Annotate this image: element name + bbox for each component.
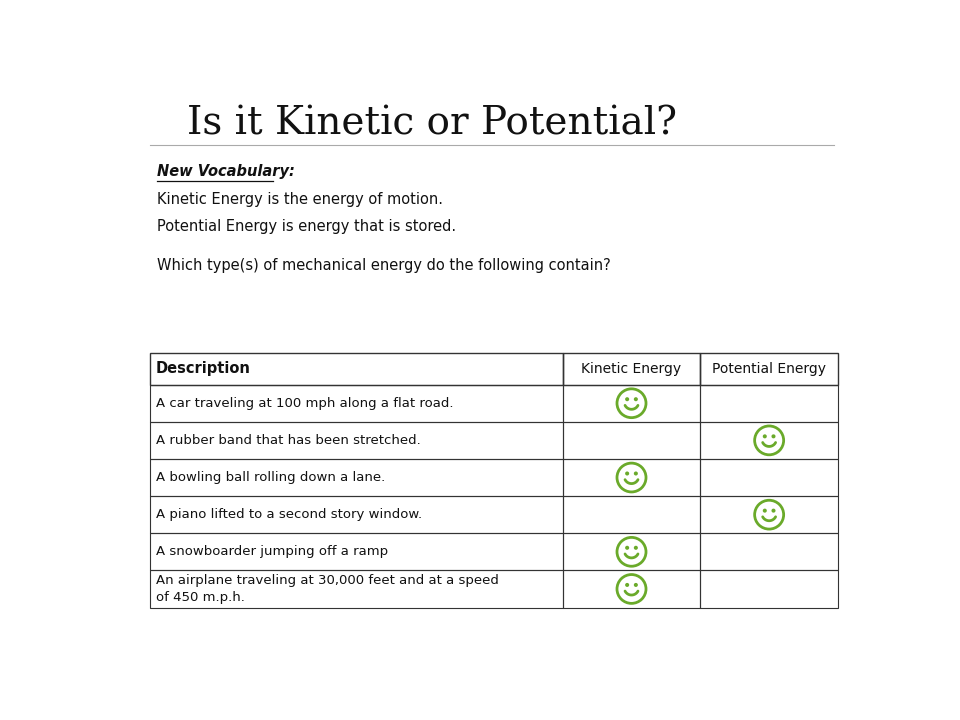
Bar	[563, 384, 701, 422]
Bar	[150, 384, 563, 422]
Bar	[563, 570, 701, 608]
Bar	[563, 534, 701, 570]
Bar	[563, 353, 701, 384]
Bar	[701, 534, 838, 570]
Ellipse shape	[625, 397, 629, 401]
Bar	[701, 353, 838, 384]
Ellipse shape	[772, 434, 776, 438]
Bar	[563, 422, 701, 459]
Bar	[150, 496, 563, 534]
Text: Is it Kinetic or Potential?: Is it Kinetic or Potential?	[187, 106, 678, 143]
Text: Kinetic Energy: Kinetic Energy	[582, 361, 682, 376]
Text: A car traveling at 100 mph along a flat road.: A car traveling at 100 mph along a flat …	[156, 397, 453, 410]
Text: A piano lifted to a second story window.: A piano lifted to a second story window.	[156, 508, 421, 521]
Ellipse shape	[772, 508, 776, 513]
Ellipse shape	[625, 546, 629, 550]
Text: A bowling ball rolling down a lane.: A bowling ball rolling down a lane.	[156, 471, 385, 484]
Bar	[150, 459, 563, 496]
Ellipse shape	[763, 508, 767, 513]
Ellipse shape	[634, 583, 637, 587]
Text: Description: Description	[156, 361, 251, 376]
Ellipse shape	[634, 397, 637, 401]
Ellipse shape	[634, 546, 637, 550]
Text: New Vocabulary:: New Vocabulary:	[157, 164, 295, 179]
Ellipse shape	[625, 472, 629, 475]
Text: A rubber band that has been stretched.: A rubber band that has been stretched.	[156, 434, 420, 447]
Ellipse shape	[634, 472, 637, 475]
Bar	[150, 422, 563, 459]
Ellipse shape	[625, 583, 629, 587]
Bar	[563, 459, 701, 496]
Bar	[150, 353, 563, 384]
Bar	[701, 422, 838, 459]
Bar	[150, 534, 563, 570]
Text: An airplane traveling at 30,000 feet and at a speed: An airplane traveling at 30,000 feet and…	[156, 574, 498, 587]
Text: A snowboarder jumping off a ramp: A snowboarder jumping off a ramp	[156, 545, 388, 558]
Ellipse shape	[763, 434, 767, 438]
Text: Potential Energy is energy that is stored.: Potential Energy is energy that is store…	[157, 220, 456, 235]
Bar	[701, 496, 838, 534]
Bar	[701, 570, 838, 608]
Bar	[563, 496, 701, 534]
Bar	[701, 459, 838, 496]
Text: Kinetic Energy is the energy of motion.: Kinetic Energy is the energy of motion.	[157, 192, 444, 207]
Text: of 450 m.p.h.: of 450 m.p.h.	[156, 591, 245, 604]
Text: Potential Energy: Potential Energy	[712, 361, 827, 376]
Text: Which type(s) of mechanical energy do the following contain?: Which type(s) of mechanical energy do th…	[157, 258, 611, 274]
Bar	[150, 570, 563, 608]
Bar	[701, 384, 838, 422]
